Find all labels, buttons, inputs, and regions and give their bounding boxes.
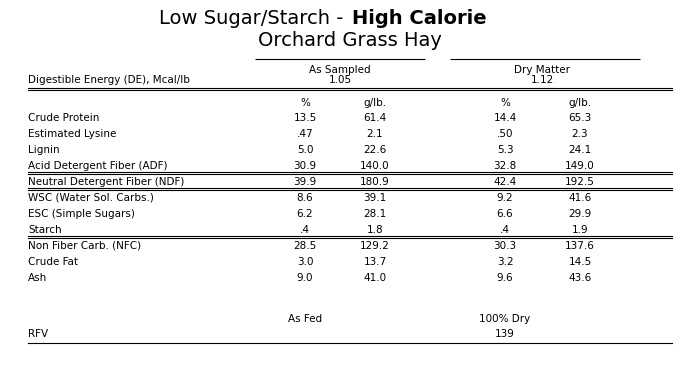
Text: 3.2: 3.2	[497, 257, 513, 267]
Text: 30.3: 30.3	[494, 241, 517, 251]
Text: 9.0: 9.0	[297, 273, 314, 283]
Text: .47: .47	[297, 129, 314, 139]
Text: 5.3: 5.3	[497, 145, 513, 155]
Text: 149.0: 149.0	[565, 161, 595, 171]
Text: 39.1: 39.1	[363, 193, 386, 203]
Text: 13.7: 13.7	[363, 257, 386, 267]
Text: 9.6: 9.6	[497, 273, 513, 283]
Text: 140.0: 140.0	[360, 161, 390, 171]
Text: .50: .50	[497, 129, 513, 139]
Text: 43.6: 43.6	[568, 273, 592, 283]
Text: 1.9: 1.9	[572, 225, 588, 235]
Text: 39.9: 39.9	[293, 177, 316, 187]
Text: 28.5: 28.5	[293, 241, 316, 251]
Text: 61.4: 61.4	[363, 113, 386, 123]
Text: g/lb.: g/lb.	[568, 98, 592, 108]
Text: Orchard Grass Hay: Orchard Grass Hay	[258, 30, 442, 49]
Text: 139: 139	[495, 329, 515, 339]
Text: 2.1: 2.1	[367, 129, 384, 139]
Text: As Sampled: As Sampled	[309, 65, 371, 75]
Text: 24.1: 24.1	[568, 145, 592, 155]
Text: 41.6: 41.6	[568, 193, 592, 203]
Text: Low Sugar/Starch -: Low Sugar/Starch -	[160, 8, 350, 27]
Text: Digestible Energy (DE), Mcal/lb: Digestible Energy (DE), Mcal/lb	[28, 75, 190, 85]
Text: 129.2: 129.2	[360, 241, 390, 251]
Text: %: %	[300, 98, 310, 108]
Text: Crude Protein: Crude Protein	[28, 113, 99, 123]
Text: Dry Matter: Dry Matter	[514, 65, 570, 75]
Text: 180.9: 180.9	[360, 177, 390, 187]
Text: 14.5: 14.5	[568, 257, 592, 267]
Text: 6.2: 6.2	[297, 209, 314, 219]
Text: WSC (Water Sol. Carbs.): WSC (Water Sol. Carbs.)	[28, 193, 154, 203]
Text: 41.0: 41.0	[363, 273, 386, 283]
Text: 65.3: 65.3	[568, 113, 592, 123]
Text: 137.6: 137.6	[565, 241, 595, 251]
Text: 30.9: 30.9	[293, 161, 316, 171]
Text: 2.3: 2.3	[572, 129, 588, 139]
Text: High Calorie: High Calorie	[352, 8, 486, 27]
Text: 14.4: 14.4	[494, 113, 517, 123]
Text: Non Fiber Carb. (NFC): Non Fiber Carb. (NFC)	[28, 241, 141, 251]
Text: 32.8: 32.8	[494, 161, 517, 171]
Text: ESC (Simple Sugars): ESC (Simple Sugars)	[28, 209, 135, 219]
Text: 22.6: 22.6	[363, 145, 386, 155]
Text: 192.5: 192.5	[565, 177, 595, 187]
Text: 8.6: 8.6	[297, 193, 314, 203]
Text: Lignin: Lignin	[28, 145, 60, 155]
Text: Estimated Lysine: Estimated Lysine	[28, 129, 116, 139]
Text: 28.1: 28.1	[363, 209, 386, 219]
Text: 5.0: 5.0	[297, 145, 314, 155]
Text: As Fed: As Fed	[288, 314, 322, 324]
Text: 100% Dry: 100% Dry	[480, 314, 531, 324]
Text: 13.5: 13.5	[293, 113, 316, 123]
Text: Starch: Starch	[28, 225, 62, 235]
Text: Acid Detergent Fiber (ADF): Acid Detergent Fiber (ADF)	[28, 161, 167, 171]
Text: .4: .4	[500, 225, 510, 235]
Text: 29.9: 29.9	[568, 209, 592, 219]
Text: Ash: Ash	[28, 273, 48, 283]
Text: 1.8: 1.8	[367, 225, 384, 235]
Text: 3.0: 3.0	[297, 257, 314, 267]
Text: 9.2: 9.2	[497, 193, 513, 203]
Text: 1.12: 1.12	[531, 75, 554, 85]
Text: 6.6: 6.6	[497, 209, 513, 219]
Text: 1.05: 1.05	[328, 75, 351, 85]
Text: Neutral Detergent Fiber (NDF): Neutral Detergent Fiber (NDF)	[28, 177, 184, 187]
Text: Crude Fat: Crude Fat	[28, 257, 78, 267]
Text: RFV: RFV	[28, 329, 48, 339]
Text: g/lb.: g/lb.	[363, 98, 386, 108]
Text: .4: .4	[300, 225, 310, 235]
Text: %: %	[500, 98, 510, 108]
Text: 42.4: 42.4	[494, 177, 517, 187]
